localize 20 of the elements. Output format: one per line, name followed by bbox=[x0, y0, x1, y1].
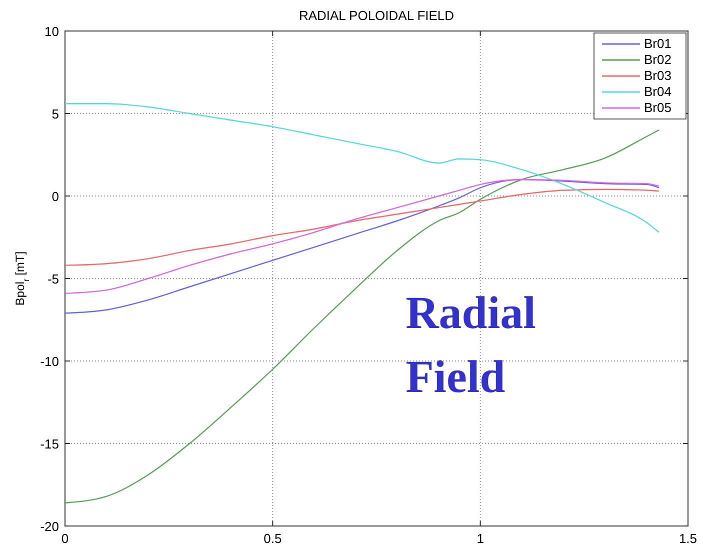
y-tick-label: -5 bbox=[47, 272, 59, 286]
annotation: Radial Field bbox=[406, 287, 536, 402]
x-tick-label: 0.5 bbox=[264, 531, 282, 546]
y-tick-label: -15 bbox=[40, 436, 59, 452]
legend-label: Br01 bbox=[644, 36, 672, 51]
chart-title: RADIAL POLOIDAL FIELD bbox=[298, 8, 454, 23]
y-tick-label: -10 bbox=[40, 354, 59, 369]
line-series bbox=[64, 188, 660, 266]
x-tick-label: 1 bbox=[476, 531, 484, 546]
x-tick-label: 0 bbox=[61, 531, 69, 546]
legend-label: Br04 bbox=[644, 84, 672, 99]
legend-label: Br05 bbox=[644, 100, 672, 115]
x-tick-label: 1.5 bbox=[678, 531, 698, 546]
line-series bbox=[64, 129, 660, 504]
y-tick-label: -20 bbox=[40, 519, 59, 534]
legend-label: Br02 bbox=[644, 52, 672, 67]
y-tick-label: 0 bbox=[52, 189, 59, 204]
y-tick-label: 10 bbox=[44, 24, 59, 39]
y-tick-label: 5 bbox=[52, 106, 59, 122]
legend-label: Br03 bbox=[644, 68, 672, 83]
